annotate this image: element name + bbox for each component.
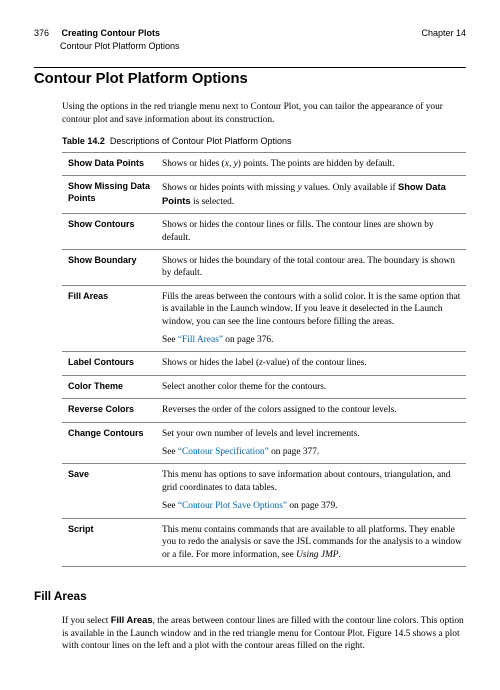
option-desc: Shows or hides (x, y) points. The points… (162, 152, 466, 175)
header-title: Creating Contour Plots (62, 28, 161, 38)
option-desc: Shows or hides the contour lines or fill… (162, 214, 466, 250)
options-table: Show Data PointsShows or hides (x, y) po… (62, 152, 466, 567)
table-row: Show Missing Data PointsShows or hides p… (62, 176, 466, 214)
table-row: ScriptThis menu contains commands that a… (62, 518, 466, 566)
option-desc: Fills the areas between the contours wit… (162, 285, 466, 352)
table-caption-text: Descriptions of Contour Plot Platform Op… (110, 136, 292, 146)
sub-heading: Fill Areas (34, 589, 466, 605)
section-title: Contour Plot Platform Options (34, 70, 466, 90)
table-caption: Table 14.2 Descriptions of Contour Plot … (62, 136, 466, 148)
option-name: Show Data Points (62, 152, 162, 175)
intro-text: Using the options in the red triangle me… (62, 101, 466, 126)
section-rule (34, 67, 466, 68)
option-desc: Reverses the order of the colors assigne… (162, 399, 466, 422)
table-row: SaveThis menu has options to save inform… (62, 464, 466, 518)
sub-body: If you select Fill Areas, the areas betw… (62, 614, 466, 652)
option-name: Change Contours (62, 422, 162, 464)
table-row: Show Data PointsShows or hides (x, y) po… (62, 152, 466, 175)
option-desc: This menu has options to save informatio… (162, 464, 466, 518)
option-desc: Select another color theme for the conto… (162, 375, 466, 398)
option-desc: Set your own number of levels and level … (162, 422, 466, 464)
table-row: Show BoundaryShows or hides the boundary… (62, 250, 466, 286)
option-desc: Shows or hides points with missing y val… (162, 176, 466, 214)
table-row: Change ContoursSet your own number of le… (62, 422, 466, 464)
option-desc: Shows or hides the boundary of the total… (162, 250, 466, 286)
table-caption-label: Table 14.2 (62, 136, 105, 146)
table-row: Fill AreasFills the areas between the co… (62, 285, 466, 352)
option-desc: Shows or hides the label (z-value) of th… (162, 352, 466, 375)
option-name: Script (62, 518, 162, 566)
page-header: 376 Creating Contour Plots Chapter 14 (34, 28, 466, 40)
header-sub: Contour Plot Platform Options (34, 41, 466, 53)
table-row: Color ThemeSelect another color theme fo… (62, 375, 466, 398)
option-name: Color Theme (62, 375, 162, 398)
option-name: Show Contours (62, 214, 162, 250)
option-name: Save (62, 464, 162, 518)
option-name: Show Missing Data Points (62, 176, 162, 214)
page-number: 376 (34, 28, 49, 38)
option-name: Reverse Colors (62, 399, 162, 422)
option-desc: This menu contains commands that are ava… (162, 518, 466, 566)
option-name: Label Contours (62, 352, 162, 375)
table-row: Show ContoursShows or hides the contour … (62, 214, 466, 250)
table-row: Label ContoursShows or hides the label (… (62, 352, 466, 375)
table-row: Reverse ColorsReverses the order of the … (62, 399, 466, 422)
option-name: Show Boundary (62, 250, 162, 286)
chapter-label: Chapter 14 (421, 28, 466, 40)
option-name: Fill Areas (62, 285, 162, 352)
